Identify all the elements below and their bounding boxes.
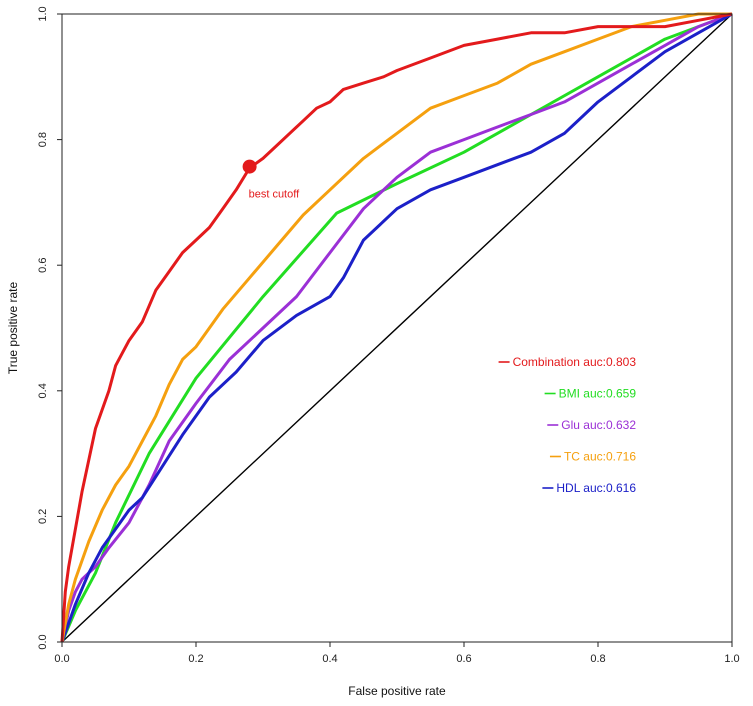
legend: Combination auc:0.803 BMI auc:0.659 Glu au… — [498, 355, 637, 495]
series-line-tc — [60, 12, 732, 643]
x-tick-label: 1.0 — [724, 653, 739, 665]
plot-frame — [61, 13, 733, 643]
x-tick-label: 0.4 — [322, 653, 337, 665]
x-axis-label: False positive rate — [348, 684, 446, 698]
best-cutoff-label: best cutoff — [249, 189, 300, 201]
x-tick-label: 0.2 — [188, 653, 203, 665]
y-axis: 0.0 0.2 0.4 0.6 0.8 1.0 — [37, 6, 62, 650]
legend-label-glu: Glu auc:0.632 — [561, 418, 636, 432]
legend-label-combination: Combination auc:0.803 — [513, 355, 637, 369]
series-line-combination — [60, 12, 733, 643]
legend-label-tc: TC auc:0.716 — [564, 450, 636, 464]
series-line-reference — [61, 13, 733, 643]
y-tick-label: 0.6 — [37, 258, 49, 273]
series-line-glu — [60, 12, 733, 643]
x-tick-label: 0.6 — [456, 653, 471, 665]
series-lines — [60, 12, 733, 643]
legend-label-bmi: BMI auc:0.659 — [559, 387, 637, 401]
x-axis: 0.0 0.2 0.4 0.6 0.8 1.0 — [54, 642, 740, 665]
x-tick-label: 0.0 — [54, 653, 69, 665]
legend-label-hdl: HDL auc:0.616 — [556, 481, 636, 495]
y-axis-label: True positive rate — [6, 282, 20, 375]
y-tick-label: 0.4 — [37, 383, 49, 398]
y-tick-label: 1.0 — [37, 6, 49, 21]
y-tick-label: 0.8 — [37, 132, 49, 147]
y-tick-label: 0.2 — [37, 509, 49, 524]
y-tick-label: 0.0 — [37, 634, 49, 649]
best-cutoff-annotation: best cutoff — [242, 159, 300, 201]
best-cutoff-point — [242, 159, 257, 174]
series-line-hdl — [60, 12, 733, 643]
x-tick-label: 0.8 — [590, 653, 605, 665]
